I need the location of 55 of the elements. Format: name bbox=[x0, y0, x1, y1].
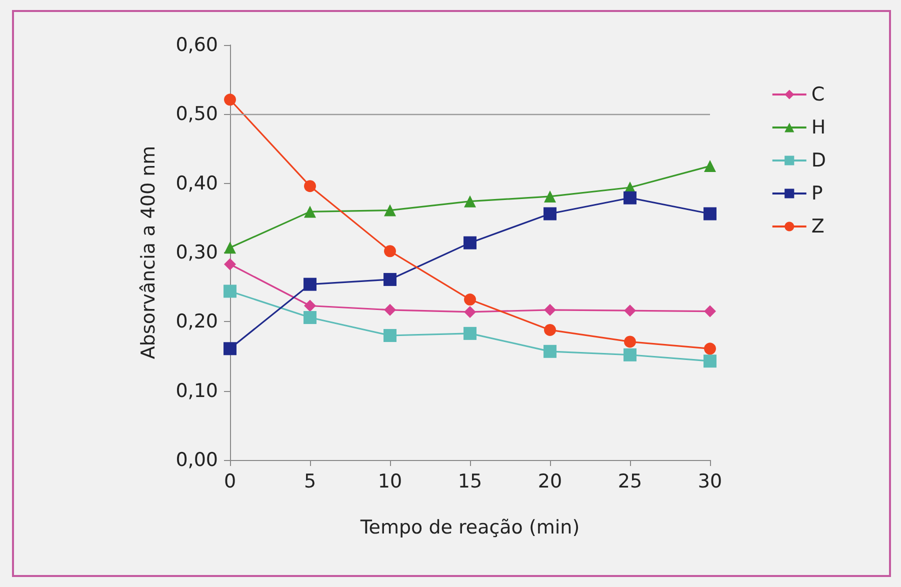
x-tick-label: 15 bbox=[458, 470, 482, 492]
point bbox=[704, 342, 716, 355]
point bbox=[384, 245, 396, 258]
point bbox=[624, 348, 636, 362]
x-tick-label: 5 bbox=[304, 470, 316, 492]
point bbox=[544, 324, 556, 336]
point bbox=[384, 204, 396, 216]
y-tick-label: 0,50 bbox=[176, 103, 218, 126]
y-tick-label: 0,10 bbox=[176, 380, 218, 402]
y-tick-label: 0,60 bbox=[176, 34, 218, 56]
point bbox=[304, 180, 316, 192]
y-tick-label: 0,30 bbox=[176, 242, 218, 264]
point bbox=[224, 242, 236, 254]
point bbox=[224, 94, 236, 106]
point bbox=[704, 207, 716, 220]
legend-label: C bbox=[811, 84, 825, 106]
legend-label: H bbox=[811, 116, 826, 138]
point bbox=[704, 160, 716, 172]
x-tick-label: 20 bbox=[538, 470, 562, 492]
point bbox=[384, 272, 396, 286]
y-axis-title: Absorvância a 400 nm bbox=[138, 146, 160, 360]
point bbox=[624, 191, 636, 204]
point bbox=[304, 300, 316, 312]
point bbox=[224, 284, 236, 298]
x-tick-label: 30 bbox=[698, 470, 722, 492]
point bbox=[464, 294, 476, 306]
point bbox=[544, 344, 556, 358]
point bbox=[304, 278, 316, 291]
point bbox=[544, 190, 556, 202]
legend-label: D bbox=[811, 150, 826, 172]
point bbox=[224, 258, 236, 270]
point bbox=[624, 304, 636, 317]
y-tick-label: 0,00 bbox=[176, 449, 218, 471]
point bbox=[544, 207, 556, 220]
point bbox=[464, 326, 476, 340]
point bbox=[384, 304, 396, 316]
y-tick-label: 0,40 bbox=[176, 172, 218, 194]
x-tick-label: 0 bbox=[224, 470, 236, 492]
point bbox=[704, 354, 716, 368]
point bbox=[704, 305, 716, 318]
point bbox=[304, 206, 316, 218]
point bbox=[464, 236, 476, 250]
x-axis-title: Tempo de reação (min) bbox=[359, 516, 580, 538]
point bbox=[464, 195, 476, 208]
point bbox=[304, 311, 316, 324]
legend-label: P bbox=[811, 182, 823, 204]
point bbox=[224, 342, 236, 356]
point bbox=[544, 304, 556, 316]
x-tick-label: 25 bbox=[618, 470, 642, 492]
x-tick-label: 10 bbox=[378, 470, 402, 492]
point bbox=[624, 336, 636, 348]
point bbox=[384, 329, 396, 342]
y-tick-label: 0,20 bbox=[176, 310, 218, 333]
legend-label: Z bbox=[811, 216, 824, 238]
point bbox=[464, 306, 476, 318]
